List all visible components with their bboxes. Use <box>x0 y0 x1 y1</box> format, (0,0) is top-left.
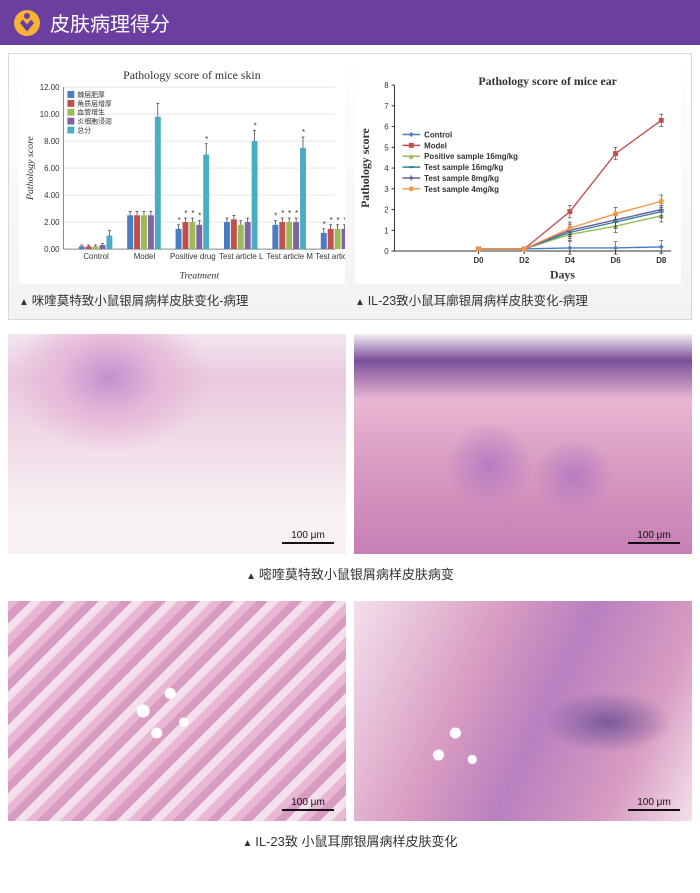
svg-text:Days: Days <box>550 268 575 282</box>
svg-text:Test sample 16mg/kg: Test sample 16mg/kg <box>424 163 503 172</box>
svg-text:Test article M: Test article M <box>266 252 312 261</box>
svg-text:10.00: 10.00 <box>40 110 60 119</box>
scalebar-label: 100 μm <box>291 797 325 808</box>
histology-image: 100 μm <box>8 601 346 821</box>
svg-text:Test article H: Test article H <box>315 252 345 261</box>
svg-text:Positive sample 16mg/kg: Positive sample 16mg/kg <box>424 152 518 161</box>
svg-text:*: * <box>288 209 291 218</box>
section-title: 皮肤病理得分 <box>50 8 170 37</box>
svg-text:*: * <box>198 212 201 221</box>
scalebar: 100 μm <box>282 797 334 811</box>
person-icon <box>14 10 40 36</box>
svg-text:Treatment: Treatment <box>179 271 219 282</box>
section-header: 皮肤病理得分 <box>0 0 700 45</box>
chart-captions: 咪喹莫特致小鼠银屑病样皮肤变化-病理 IL-23致小鼠耳廓银屑病样皮肤变化-病理 <box>19 290 681 309</box>
bar-chart: Pathology score of mice skin 0.00 2.00 4.00… <box>19 64 345 284</box>
line-chart: Pathology score of mice ear 0 1 2 3 4 5 6 7 8 D0 D2… <box>355 64 681 284</box>
scalebar: 100 μm <box>628 797 680 811</box>
svg-text:*: * <box>295 209 298 218</box>
svg-text:棘层肥厚: 棘层肥厚 <box>77 91 105 99</box>
svg-text:7: 7 <box>384 102 388 111</box>
svg-text:*: * <box>254 121 257 130</box>
svg-text:6: 6 <box>384 123 389 132</box>
histology-row-1: 100 μm 100 μm <box>8 334 692 554</box>
svg-text:6.00: 6.00 <box>44 164 60 173</box>
scalebar-label: 100 μm <box>637 530 671 541</box>
scalebar-label: 100 μm <box>291 530 325 541</box>
histology-caption-1: 嘧喹莫特致小鼠银屑病样皮肤病变 <box>0 564 700 583</box>
svg-text:*: * <box>274 212 277 221</box>
svg-text:*: * <box>343 216 345 225</box>
svg-text:*: * <box>330 216 333 225</box>
scalebar: 100 μm <box>628 530 680 544</box>
svg-text:*: * <box>302 128 305 137</box>
svg-text:2: 2 <box>384 206 388 215</box>
line-chart-caption: IL-23致小鼠耳廓银屑病样皮肤变化-病理 <box>355 290 681 309</box>
svg-text:血管增生: 血管增生 <box>77 108 105 117</box>
svg-text:*: * <box>184 209 187 218</box>
histology-image: 100 μm <box>8 334 346 554</box>
svg-text:12.00: 12.00 <box>40 83 60 92</box>
scalebar: 100 μm <box>282 530 334 544</box>
svg-text:*: * <box>337 216 340 225</box>
charts-row: Pathology score of mice skin 0.00 2.00 4.00… <box>19 64 681 284</box>
histology-image: 100 μm <box>354 601 692 821</box>
svg-text:Model: Model <box>134 252 156 261</box>
svg-text:*: * <box>205 135 208 144</box>
svg-text:*: * <box>281 209 284 218</box>
charts-panel: Pathology score of mice skin 0.00 2.00 4.00… <box>8 53 692 320</box>
svg-text:0: 0 <box>384 247 389 256</box>
svg-text:4: 4 <box>384 164 389 173</box>
svg-text:角质层增厚: 角质层增厚 <box>77 99 112 108</box>
svg-text:0.00: 0.00 <box>44 245 60 254</box>
svg-text:D2: D2 <box>519 256 530 265</box>
svg-text:8: 8 <box>384 81 389 90</box>
svg-text:Pathology score: Pathology score <box>25 135 36 201</box>
svg-text:1: 1 <box>384 226 388 235</box>
svg-text:Positive drug: Positive drug <box>170 252 216 261</box>
svg-text:总分: 总分 <box>77 126 91 135</box>
svg-text:Pathology score of mice skin: Pathology score of mice skin <box>123 68 261 82</box>
histology-image: 100 μm <box>354 334 692 554</box>
svg-text:炎细胞浸润: 炎细胞浸润 <box>77 117 112 126</box>
svg-text:D4: D4 <box>565 256 576 265</box>
svg-text:Test sample 8mg/kg: Test sample 8mg/kg <box>424 174 499 183</box>
svg-text:8.00: 8.00 <box>44 137 60 146</box>
svg-text:Test sample 4mg/kg: Test sample 4mg/kg <box>424 185 499 194</box>
svg-text:2.00: 2.00 <box>44 218 60 227</box>
svg-text:*: * <box>323 220 326 229</box>
histology-row-2: 100 μm 100 μm <box>8 601 692 821</box>
scalebar-label: 100 μm <box>637 797 671 808</box>
svg-text:3: 3 <box>384 185 389 194</box>
svg-text:D6: D6 <box>611 256 622 265</box>
svg-text:Pathology score: Pathology score <box>358 128 372 208</box>
svg-text:D8: D8 <box>656 256 667 265</box>
svg-text:*: * <box>191 209 194 218</box>
svg-text:4.00: 4.00 <box>44 191 60 200</box>
svg-text:5: 5 <box>384 143 389 152</box>
svg-text:Model: Model <box>424 141 447 150</box>
svg-text:D0: D0 <box>473 256 484 265</box>
svg-text:Control: Control <box>83 252 109 261</box>
bar-chart-caption: 咪喹莫特致小鼠银屑病样皮肤变化-病理 <box>19 290 345 309</box>
histology-caption-2: IL-23致 小鼠耳廓银屑病样皮肤变化 <box>0 831 700 850</box>
svg-text:Test article L: Test article L <box>219 252 264 261</box>
svg-text:Pathology score of mice ear: Pathology score of mice ear <box>478 74 617 88</box>
svg-text:*: * <box>177 216 180 225</box>
svg-text:Control: Control <box>424 130 452 139</box>
